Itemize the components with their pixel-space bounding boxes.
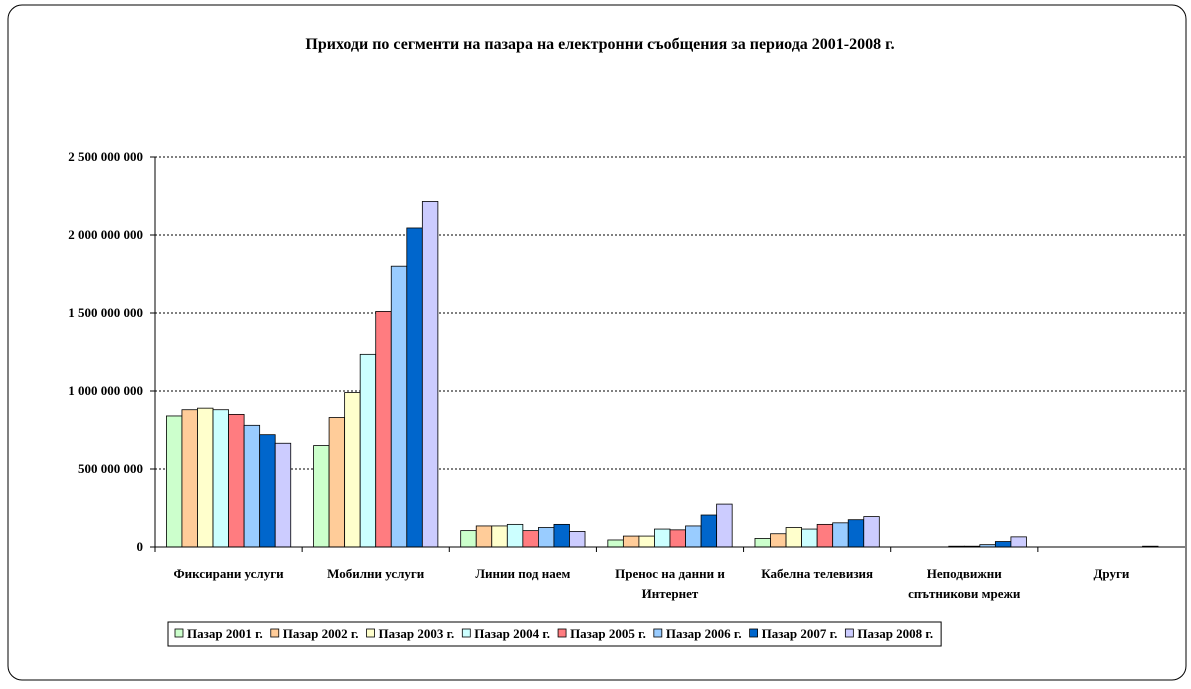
bar: [685, 525, 702, 548]
bar: [166, 415, 183, 548]
bar: [406, 227, 423, 548]
x-tick-label-line: Неподвижни: [927, 566, 1003, 581]
bar: [359, 353, 377, 548]
bar: [638, 535, 655, 548]
legend-swatch: [653, 628, 663, 638]
x-tick-label: Други: [1093, 566, 1129, 581]
bar: [847, 519, 865, 548]
legend-swatch: [174, 628, 184, 638]
bar: [475, 525, 493, 548]
x-tick-label-line: Пренос на данни и: [615, 566, 725, 581]
legend-label: Пазар 2001 г.: [187, 626, 263, 641]
bar: [181, 409, 198, 548]
legend-box: [167, 621, 942, 647]
bar: [491, 525, 508, 548]
bar: [344, 392, 361, 548]
bar: [553, 523, 570, 548]
bar: [1010, 536, 1027, 548]
x-tick-label: Линии под наем: [475, 566, 570, 581]
chart-frame: [7, 4, 1187, 681]
bar: [460, 530, 477, 548]
bar: [328, 417, 346, 548]
bar: [537, 527, 555, 548]
x-tick-label: Фиксирани услуги: [174, 566, 285, 581]
x-tick-label-line: спътникови мрежи: [908, 586, 1021, 601]
bar: [421, 201, 439, 548]
bar: [607, 539, 624, 548]
legend-swatch: [844, 628, 854, 638]
y-tick-label: 1 500 000 000: [68, 305, 143, 320]
bar: [785, 527, 803, 548]
bar: [259, 434, 276, 548]
bar: [390, 265, 408, 548]
x-tick-label-line: Интернет: [642, 586, 699, 601]
x-tick-label: Пренос на данни и Интернет: [615, 566, 725, 601]
legend-label: Пазар 2004 г.: [474, 626, 550, 641]
bar: [801, 528, 818, 548]
legend-label: Пазар 2005 г.: [570, 626, 646, 641]
bar: [506, 523, 524, 548]
bar: [274, 442, 292, 548]
y-tick-label: 2 500 000 000: [68, 149, 143, 164]
y-tick-label: 500 000 000: [78, 461, 143, 476]
x-tick-label: Мобилни услуги: [327, 566, 425, 581]
bar: [313, 445, 330, 548]
legend-swatch: [461, 628, 471, 638]
x-tick-label: Кабелна телевизия: [761, 566, 873, 581]
legend-swatch: [366, 628, 375, 638]
legend-label: Пазар 2003 г.: [379, 626, 455, 641]
bar: [716, 503, 733, 548]
bar: [816, 523, 834, 548]
bar: [994, 541, 1012, 548]
bar: [375, 311, 392, 548]
bar: [863, 516, 880, 548]
bar: [569, 531, 586, 548]
bar: [669, 529, 686, 548]
bar: [243, 424, 261, 548]
y-tick-label: 2 000 000 000: [68, 227, 143, 242]
legend-swatch: [270, 628, 280, 638]
legend-label: Пазар 2006 г.: [666, 626, 742, 641]
legend-label: Пазар 2002 г.: [283, 626, 359, 641]
bar: [228, 413, 245, 548]
bar: [522, 530, 539, 548]
y-tick-label: 0: [137, 539, 144, 554]
legend-label: Пазар 2007 г.: [762, 626, 838, 641]
bar: [700, 514, 718, 548]
bar: [832, 522, 849, 548]
bar: [770, 533, 787, 548]
legend-swatch: [557, 628, 567, 638]
bar: [654, 528, 671, 548]
legend-swatch: [749, 628, 758, 638]
x-tick-label: Неподвижни спътникови мрежи: [908, 566, 1021, 601]
chart-title: Приходи по сегменти на пазара на електро…: [305, 36, 894, 53]
bar: [754, 538, 771, 548]
bar: [622, 535, 640, 548]
legend-label: Пазар 2008 г.: [857, 626, 933, 641]
y-tick-label: 1 000 000 000: [68, 383, 143, 398]
legend: Пазар 2001 г. Пазар 2002 г. Пазар 2003 г. П…: [167, 621, 942, 647]
bar: [212, 409, 229, 548]
bar: [197, 407, 214, 548]
